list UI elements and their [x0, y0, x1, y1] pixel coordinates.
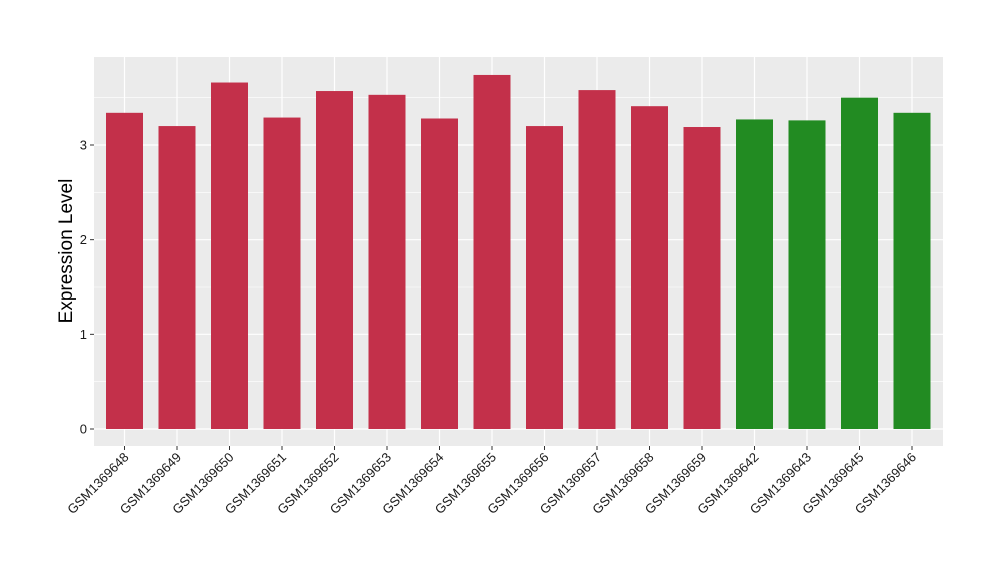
bar-GSM1369655 — [473, 74, 511, 430]
bar-GSM1369642 — [736, 119, 773, 429]
bar-GSM1369651 — [263, 117, 301, 430]
y-axis-title: Expression Level — [56, 179, 77, 324]
bar-GSM1369649 — [158, 126, 196, 430]
bar-GSM1369653 — [368, 94, 406, 430]
y-tick-label: 0 — [80, 422, 87, 437]
y-tick-label: 2 — [80, 232, 87, 247]
bar-GSM1369658 — [631, 106, 668, 429]
bar-GSM1369643 — [788, 120, 826, 430]
y-axis: 0 1 2 3 — [80, 138, 94, 437]
bar-GSM1369657 — [578, 90, 616, 430]
bar-GSM1369646 — [893, 112, 931, 430]
bars-layer — [106, 74, 931, 430]
bar-GSM1369645 — [841, 97, 878, 430]
y-tick-label: 3 — [80, 138, 87, 153]
bar-GSM1369656 — [526, 126, 563, 430]
bar-GSM1369652 — [316, 91, 353, 429]
bar-GSM1369654 — [421, 118, 458, 429]
x-axis: GSM1369648GSM1369649GSM1369650GSM1369651… — [64, 446, 919, 517]
bar-GSM1369659 — [683, 127, 721, 429]
bar-GSM1369648 — [106, 112, 143, 430]
bar-GSM1369650 — [211, 82, 248, 430]
y-tick-label: 1 — [80, 327, 87, 342]
